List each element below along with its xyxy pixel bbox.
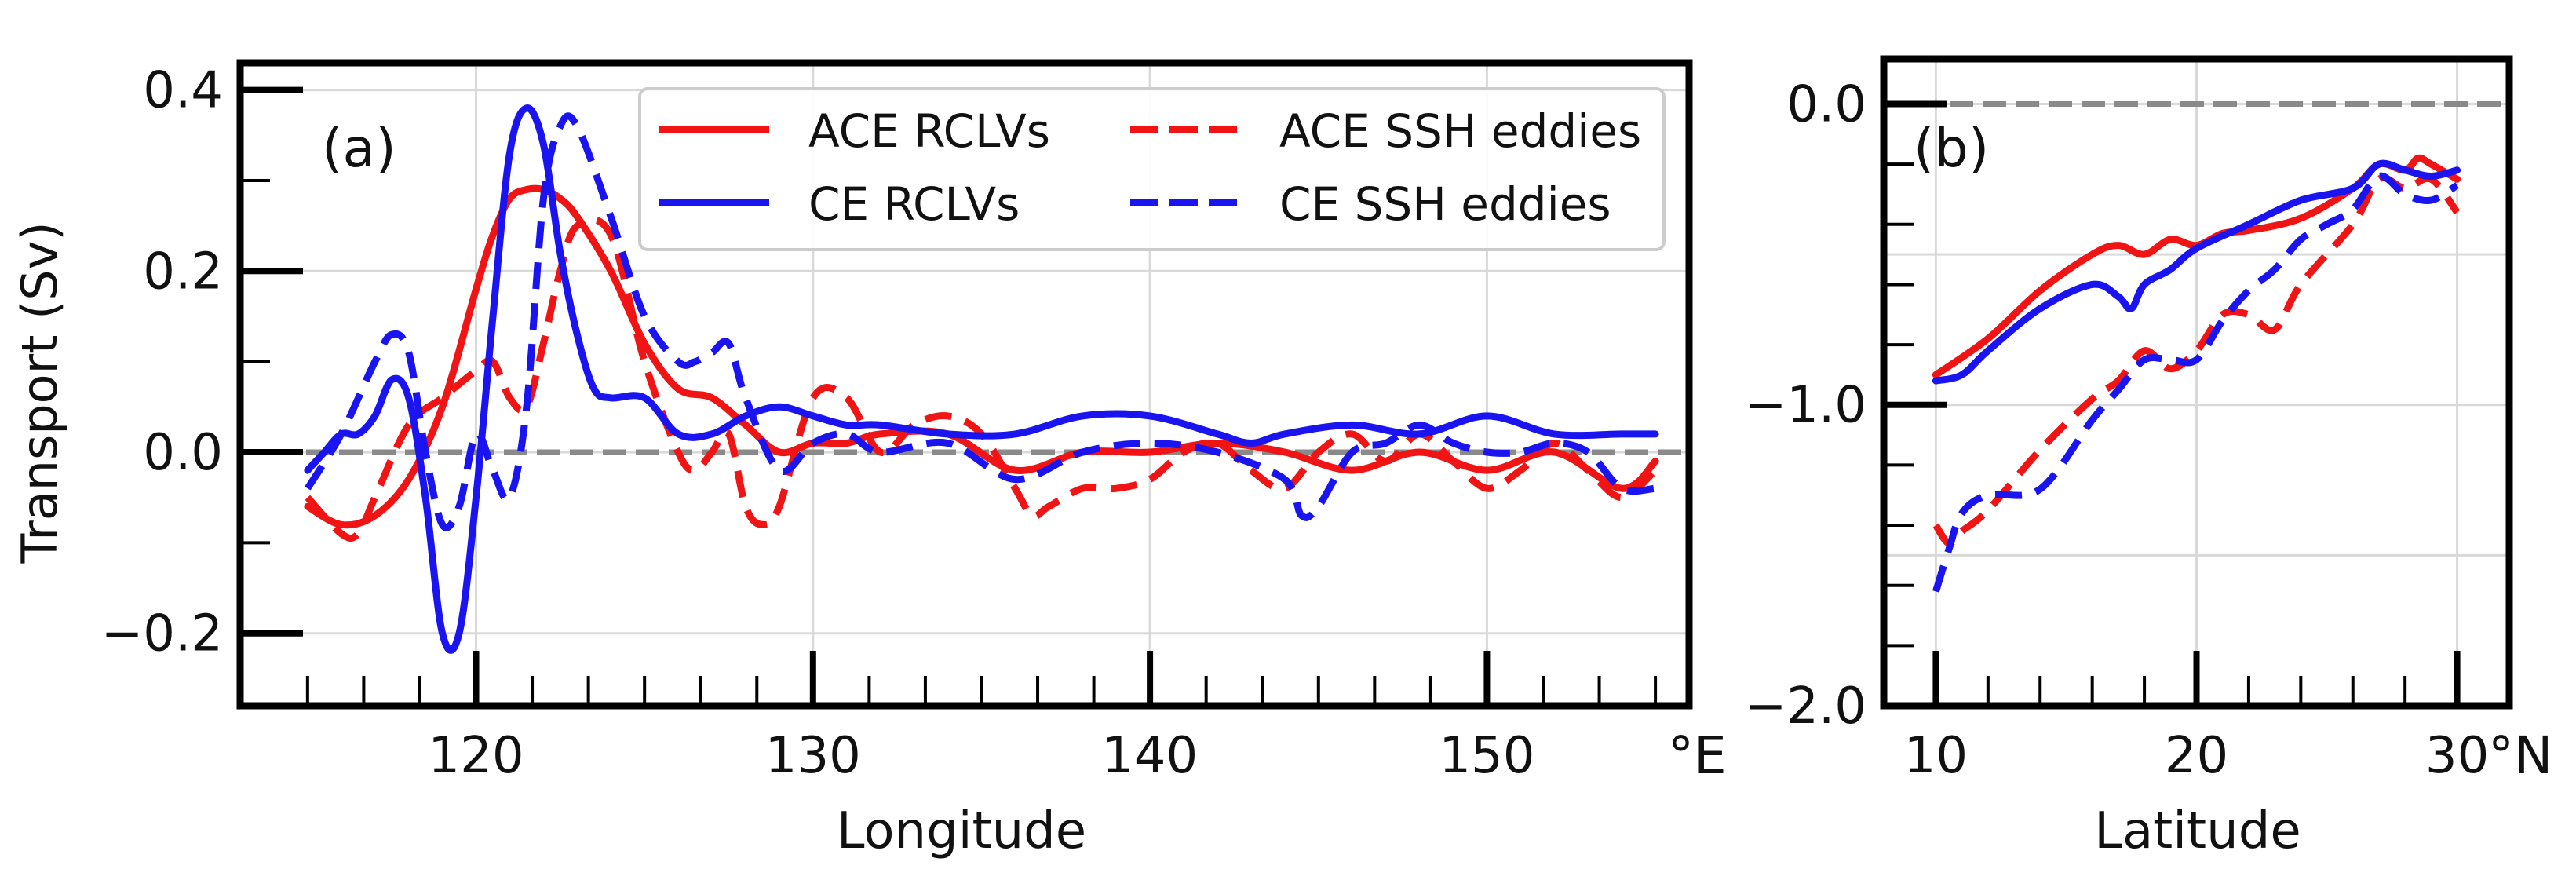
panel-b-x-axis-label: Latitude [2094,802,2301,860]
legend-label-ce-rclvs: CE RCLVs [808,177,1020,231]
y-tick-label: 0.4 [143,62,223,120]
legend: ACE RCLVs ACE SSH eddies CE RCLVs CE SSH… [638,87,1666,251]
x-tick-label: 120 [428,727,524,785]
x-tick-label: 150 [1439,727,1534,785]
panel-b-label: (b) [1914,118,1989,180]
panel-b-x-unit: °N [2488,725,2552,786]
panel-a-x-axis-label: Longitude [837,802,1086,860]
panel-a-frame [236,59,1693,710]
legend-label-ce-ssh: CE SSH eddies [1279,177,1611,231]
panel-a-label: (a) [322,118,396,180]
panel-a-x-unit: °E [1668,725,1727,786]
legend-label-ace-ssh: ACE SSH eddies [1279,104,1641,158]
series-line-ce-rclvs [1932,159,2461,385]
x-tick-label: 130 [765,727,861,785]
y-tick-label: 0.0 [143,424,223,482]
legend-box [638,87,1666,251]
series-line-ce-rclvs [304,104,1659,654]
x-tick-label: 140 [1102,727,1198,785]
panel-a-series [304,104,1659,654]
x-tick-label: 10 [1904,727,1968,785]
y-tick-label: −1.0 [1745,377,1866,435]
series-line-ace-ssh-eddies [305,216,1658,542]
y-axis-label: Transport (Sv) [11,221,68,564]
series-line-ace-rclvs [304,184,1659,529]
y-tick-label: −2.0 [1745,677,1866,736]
x-tick-label: 30 [2425,727,2489,785]
y-tick-label: −0.2 [101,605,223,663]
series-line-ce-ssh-eddies [305,112,1656,531]
panel-b: 10 20 30 0.0 −1.0 −2.0 (b) °N Latitude [1745,55,2552,860]
y-tick-label: 0.2 [143,243,223,301]
panel-a-ticks: 120 130 140 150 0.4 0.2 0.0 −0.2 [101,62,1658,785]
y-tick-label: 0.0 [1786,75,1866,133]
legend-label-ace-rclvs: ACE RCLVs [808,104,1050,158]
panel-b-frame [1880,55,2513,710]
panel-b-series [1932,154,2461,593]
x-tick-label: 20 [2165,727,2228,785]
panel-a: 120 130 140 150 0.4 0.2 0.0 −0.2 (a) °E Longitu… [101,59,1727,860]
